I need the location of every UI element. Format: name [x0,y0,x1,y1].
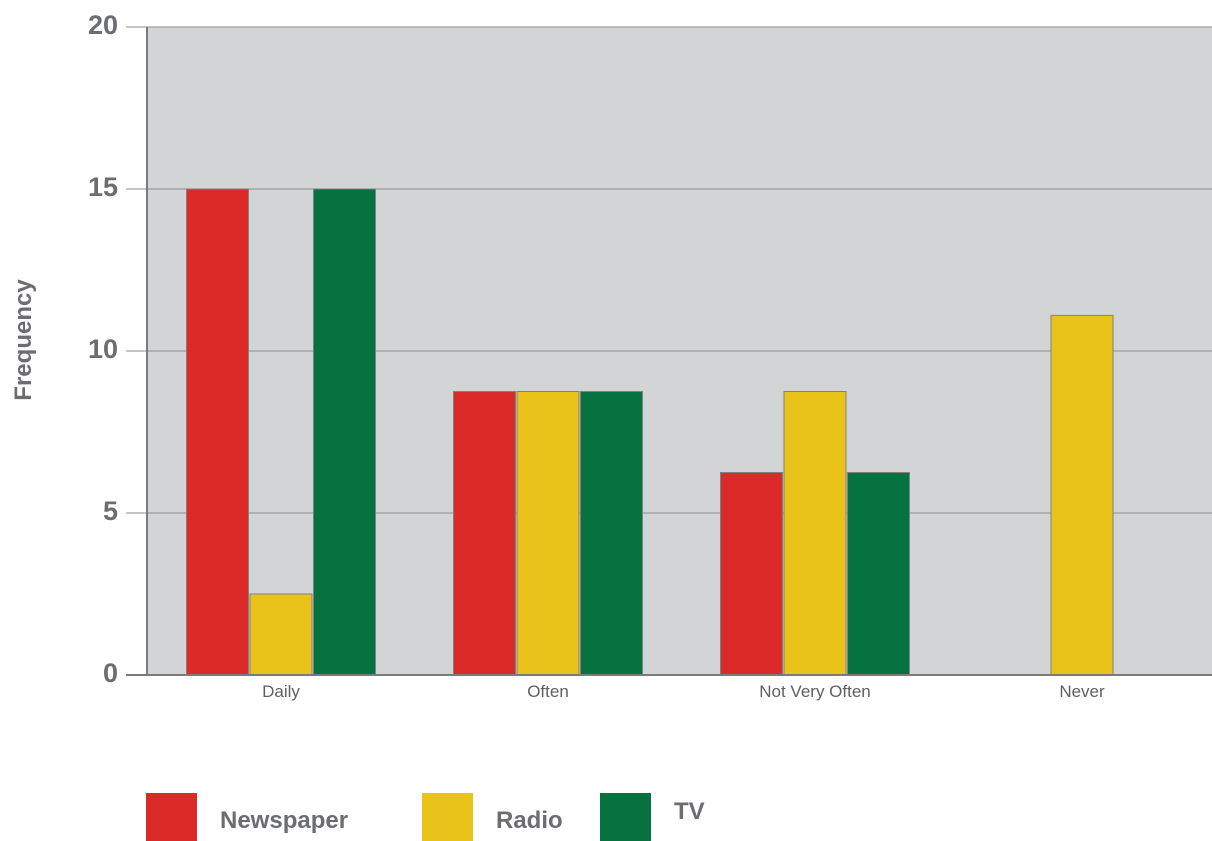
legend-swatch-tv [600,793,651,841]
y-tick-label: 0 [103,658,118,688]
legend-swatch-newspaper [146,793,197,841]
legend-label-newspaper: Newspaper [220,807,349,834]
legend-swatch-radio [422,793,473,841]
legend-label-tv: TV [674,798,705,825]
bar-newspaper-not-very-often [720,472,783,676]
x-tick-label: Daily [262,682,300,701]
x-tick-label: Often [527,682,569,701]
bar-radio-often [516,391,580,676]
bar-radio-daily [249,593,313,676]
y-axis-label: Frequency [10,279,37,401]
y-tick-label: 10 [88,334,118,364]
gridlines [126,26,1212,514]
y-tick-labels: 0 5 10 15 20 [88,10,118,688]
y-tick-label: 15 [88,172,118,202]
bar-newspaper-often [453,391,516,676]
bar-tv-often [580,391,643,676]
x-tick-label: Not Very Often [759,682,871,701]
legend-label-radio: Radio [496,807,563,834]
y-tick-label: 20 [88,10,118,40]
bars [186,188,1114,676]
bar-tv-not-very-often [847,472,910,676]
bar-tv-daily [313,188,376,676]
y-tick-label: 5 [103,496,118,526]
bar-radio-not-very-often [783,391,847,676]
bar-radio-never [1050,314,1114,676]
bar-newspaper-daily [186,188,249,676]
x-tick-labels: Daily Often Not Very Often Never [262,682,1105,701]
x-tick-label: Never [1059,682,1105,701]
